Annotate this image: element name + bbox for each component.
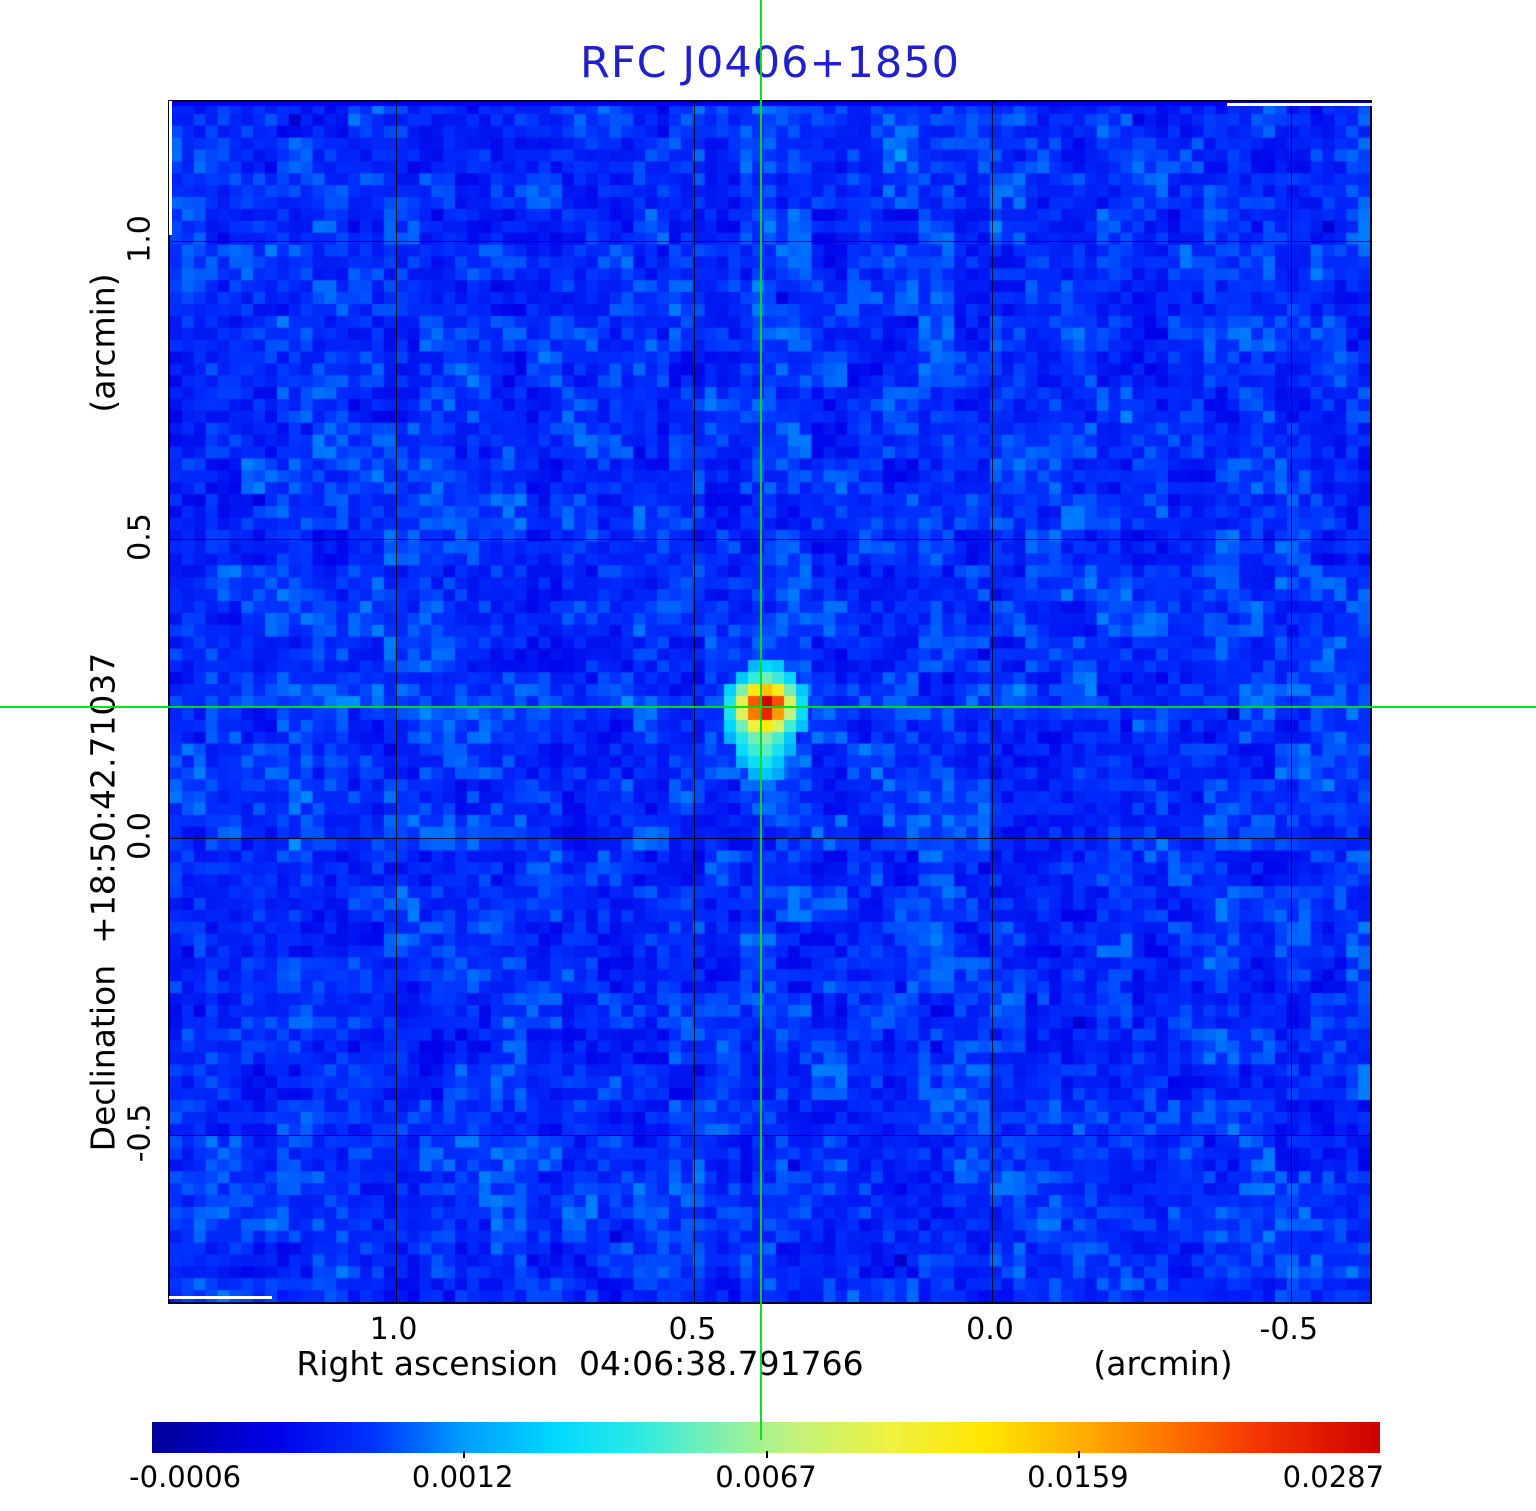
y-tick-label: 0.5 bbox=[122, 512, 158, 561]
plot-title: RFC J0406+1850 bbox=[580, 38, 960, 88]
colorbar-tick-label: 0.0159 bbox=[1027, 1460, 1129, 1494]
x-axis-unit-label: (arcmin) bbox=[1093, 1344, 1233, 1383]
colorbar-tick bbox=[462, 1451, 465, 1458]
frame-artifact-left-top bbox=[169, 101, 172, 235]
x-tick-label: 0.5 bbox=[668, 1312, 717, 1347]
x-tick-label: -0.5 bbox=[1259, 1312, 1319, 1347]
frame-artifact-top-right bbox=[1227, 103, 1372, 106]
y-tick-label: -0.5 bbox=[122, 1103, 158, 1163]
colorbar-gradient bbox=[152, 1422, 1380, 1458]
x-axis-label: Right ascension 04:06:38.791766 bbox=[296, 1344, 864, 1383]
colorbar-tick-label: 0.0287 bbox=[1282, 1460, 1385, 1494]
sky-map-canvas bbox=[170, 102, 1370, 1302]
x-tick-label: 1.0 bbox=[369, 1312, 418, 1347]
gridline-horizontal bbox=[170, 1135, 1370, 1137]
sky-map bbox=[168, 100, 1372, 1304]
gridline-horizontal bbox=[170, 241, 1370, 243]
y-axis-label: Declination +18:50:42.71037 bbox=[83, 652, 123, 1152]
colorbar-tick bbox=[766, 1451, 768, 1458]
colorbar-tick-label: 0.0067 bbox=[715, 1460, 817, 1494]
colorbar-tick bbox=[1077, 1451, 1080, 1458]
colorbar-tick-label: -0.0006 bbox=[129, 1460, 242, 1494]
crosshair-vertical-line bbox=[759, 0, 762, 1440]
colorbar-tick-label: 0.0012 bbox=[411, 1460, 514, 1494]
gridline-horizontal bbox=[170, 538, 1370, 540]
gridline-vertical bbox=[395, 102, 397, 1302]
y-axis-unit-label: (arcmin) bbox=[83, 273, 123, 413]
gridline-horizontal bbox=[170, 837, 1370, 839]
frame-artifact-bottom-left bbox=[169, 1296, 272, 1299]
y-tick-label: 0.0 bbox=[122, 811, 158, 860]
gridline-vertical bbox=[992, 102, 993, 1302]
crosshair-horizontal-line bbox=[0, 706, 1536, 709]
x-tick-label: 0.0 bbox=[966, 1312, 1014, 1347]
gridline-vertical bbox=[694, 102, 696, 1302]
y-tick-label: 1.0 bbox=[122, 215, 158, 264]
gridline-vertical bbox=[1290, 102, 1292, 1302]
